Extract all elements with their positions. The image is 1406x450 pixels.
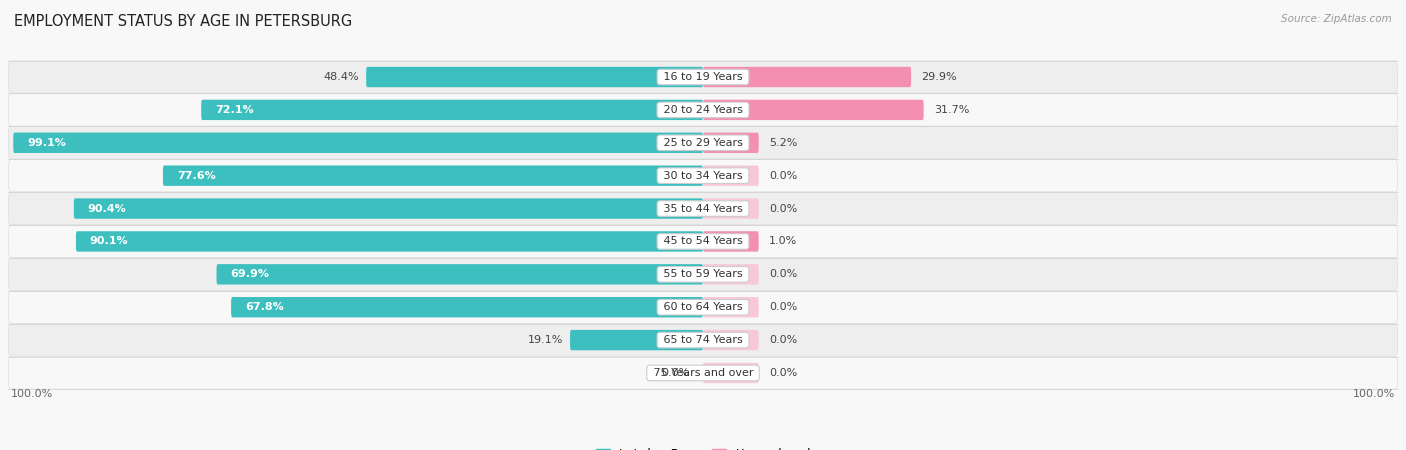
Text: 0.0%: 0.0%: [769, 203, 797, 214]
Text: 30 to 34 Years: 30 to 34 Years: [659, 171, 747, 180]
Text: 1.0%: 1.0%: [769, 236, 797, 247]
FancyBboxPatch shape: [366, 67, 703, 87]
FancyBboxPatch shape: [75, 198, 703, 219]
FancyBboxPatch shape: [8, 291, 1398, 323]
Text: 16 to 19 Years: 16 to 19 Years: [659, 72, 747, 82]
FancyBboxPatch shape: [8, 193, 1398, 225]
FancyBboxPatch shape: [201, 100, 703, 120]
FancyBboxPatch shape: [703, 198, 759, 219]
FancyBboxPatch shape: [703, 297, 759, 317]
Text: 72.1%: 72.1%: [215, 105, 253, 115]
Text: 20 to 24 Years: 20 to 24 Years: [659, 105, 747, 115]
FancyBboxPatch shape: [703, 231, 759, 252]
Text: 69.9%: 69.9%: [231, 270, 270, 279]
Text: 48.4%: 48.4%: [323, 72, 359, 82]
Text: 0.0%: 0.0%: [769, 368, 797, 378]
FancyBboxPatch shape: [703, 100, 924, 120]
FancyBboxPatch shape: [231, 297, 703, 317]
FancyBboxPatch shape: [8, 324, 1398, 356]
FancyBboxPatch shape: [703, 133, 759, 153]
Text: EMPLOYMENT STATUS BY AGE IN PETERSBURG: EMPLOYMENT STATUS BY AGE IN PETERSBURG: [14, 14, 353, 28]
FancyBboxPatch shape: [8, 357, 1398, 389]
FancyBboxPatch shape: [8, 160, 1398, 192]
FancyBboxPatch shape: [703, 363, 759, 383]
Text: 19.1%: 19.1%: [527, 335, 564, 345]
FancyBboxPatch shape: [703, 264, 759, 284]
FancyBboxPatch shape: [569, 330, 703, 350]
Text: 0.0%: 0.0%: [769, 171, 797, 180]
FancyBboxPatch shape: [217, 264, 703, 284]
FancyBboxPatch shape: [8, 225, 1398, 257]
FancyBboxPatch shape: [703, 330, 759, 350]
Text: 31.7%: 31.7%: [934, 105, 970, 115]
Text: 29.9%: 29.9%: [921, 72, 957, 82]
Text: 75 Years and over: 75 Years and over: [650, 368, 756, 378]
Text: Source: ZipAtlas.com: Source: ZipAtlas.com: [1281, 14, 1392, 23]
FancyBboxPatch shape: [76, 231, 703, 252]
Text: 35 to 44 Years: 35 to 44 Years: [659, 203, 747, 214]
Text: 99.1%: 99.1%: [27, 138, 66, 148]
FancyBboxPatch shape: [13, 133, 703, 153]
Text: 90.4%: 90.4%: [87, 203, 127, 214]
FancyBboxPatch shape: [703, 67, 911, 87]
Text: 5.2%: 5.2%: [769, 138, 797, 148]
Text: 100.0%: 100.0%: [10, 389, 53, 399]
FancyBboxPatch shape: [8, 258, 1398, 290]
Text: 67.8%: 67.8%: [245, 302, 284, 312]
Text: 55 to 59 Years: 55 to 59 Years: [659, 270, 747, 279]
Text: 0.0%: 0.0%: [661, 368, 689, 378]
FancyBboxPatch shape: [703, 166, 759, 186]
Text: 0.0%: 0.0%: [769, 270, 797, 279]
Text: 77.6%: 77.6%: [177, 171, 215, 180]
FancyBboxPatch shape: [8, 61, 1398, 93]
Text: 65 to 74 Years: 65 to 74 Years: [659, 335, 747, 345]
Text: 25 to 29 Years: 25 to 29 Years: [659, 138, 747, 148]
Text: 60 to 64 Years: 60 to 64 Years: [659, 302, 747, 312]
FancyBboxPatch shape: [163, 166, 703, 186]
Legend: In Labor Force, Unemployed: In Labor Force, Unemployed: [591, 443, 815, 450]
FancyBboxPatch shape: [8, 126, 1398, 159]
Text: 90.1%: 90.1%: [90, 236, 128, 247]
FancyBboxPatch shape: [8, 94, 1398, 126]
Text: 100.0%: 100.0%: [1353, 389, 1396, 399]
Text: 0.0%: 0.0%: [769, 302, 797, 312]
Text: 0.0%: 0.0%: [769, 335, 797, 345]
Text: 45 to 54 Years: 45 to 54 Years: [659, 236, 747, 247]
